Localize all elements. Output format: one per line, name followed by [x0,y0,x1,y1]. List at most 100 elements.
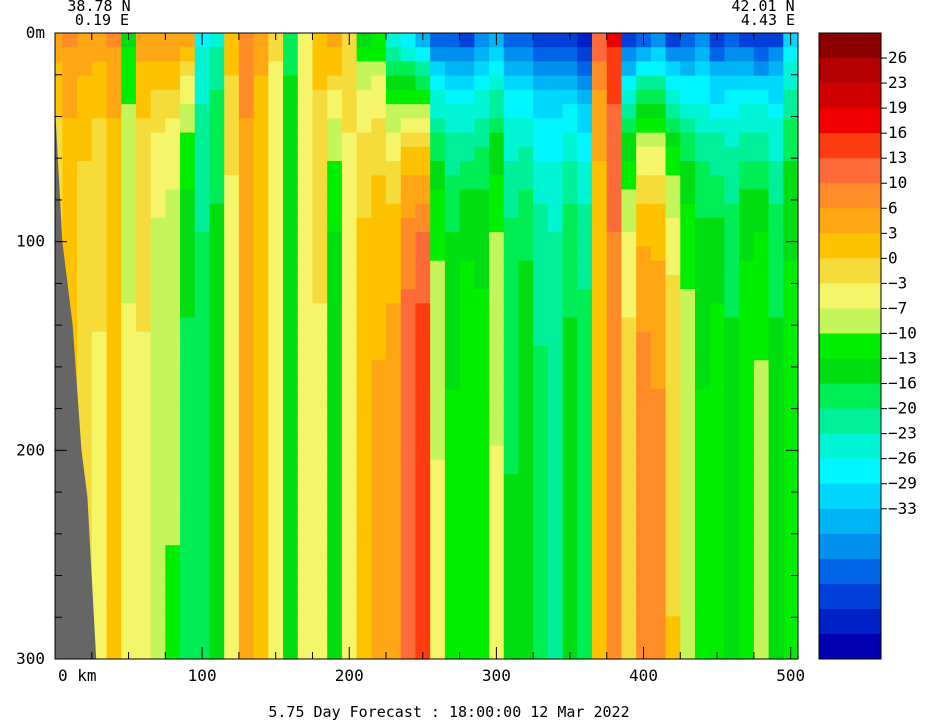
heatmap-cell [135,33,152,48]
heatmap-cell [533,146,549,162]
heatmap-cell [621,573,637,589]
heatmap-cell [341,189,358,205]
heatmap-cell [386,516,402,532]
heatmap-cell [150,61,166,77]
heatmap-cell [474,289,490,304]
heatmap-cell [180,616,196,632]
heatmap-cell [253,374,269,390]
heatmap-cell [665,146,681,162]
heatmap-cell [606,260,623,276]
heatmap-cell [312,260,328,276]
heatmap-cell [165,232,181,248]
heatmap-cell [562,33,578,48]
heatmap-cell [489,431,505,447]
heatmap-cell [430,331,446,347]
heatmap-cell [430,417,446,432]
heatmap-cell [606,203,623,219]
heatmap-cell [547,431,564,447]
heatmap-cell [547,516,564,532]
heatmap-cell [253,388,269,404]
heatmap-cell [165,246,181,262]
heatmap-cell [106,502,122,518]
heatmap-cell [680,388,696,404]
heatmap-cell [209,146,225,162]
heatmap-cell [474,89,490,105]
heatmap-cell [783,402,799,418]
heatmap-cell [283,47,299,63]
heatmap-cell [356,559,372,575]
heatmap-cell [768,417,784,432]
heatmap-cell [636,502,652,518]
heatmap-cell [341,232,358,248]
heatmap-cell [283,175,299,191]
heatmap-cell [489,602,505,617]
heatmap-cell [650,530,667,546]
heatmap-cell [106,417,122,432]
heatmap-cell [400,274,417,290]
heatmap-cell [327,488,343,504]
heatmap-cell [592,616,608,632]
heatmap-cell [739,587,755,603]
heatmap-cell [106,374,122,390]
heatmap-cell [312,516,328,532]
heatmap-cell [489,161,505,176]
heatmap-cell [327,331,343,347]
heatmap-cell [253,331,269,347]
heatmap-cell [341,360,358,376]
heatmap-cell [547,118,564,134]
heatmap-cell [268,488,284,504]
heatmap-cell [415,360,431,376]
heatmap-cell [135,559,152,575]
heatmap-cell [312,217,328,233]
heatmap-cell [489,61,505,77]
heatmap-cell [180,47,196,63]
heatmap-cell [547,502,564,518]
heatmap-cell [518,331,534,347]
heatmap-cell [489,474,505,489]
heatmap-cell [753,317,770,333]
heatmap-cell [518,47,534,63]
heatmap-cell [606,616,623,632]
x-axis-labels: 0 km 100 200 300 400 500 [58,666,805,685]
heatmap-cell [783,530,799,546]
heatmap-cell [444,161,461,176]
heatmap-cell [297,175,314,191]
heatmap-cell [606,516,623,532]
heatmap-cell [312,132,328,148]
right-endpoint-lon: 4.43 E [741,11,795,29]
heatmap-cell [606,559,623,575]
heatmap-cell [371,274,387,290]
heatmap-cell [621,331,637,347]
heatmap-cell [400,203,417,219]
heatmap-cell [503,47,520,63]
heatmap-cell [283,630,299,646]
heatmap-cell [636,104,652,119]
heatmap-cell [327,445,343,461]
heatmap-cell [562,459,578,475]
heatmap-cell [327,346,343,361]
heatmap-cell [636,303,652,319]
heatmap-cell [194,232,211,248]
heatmap-cell [753,602,770,617]
heatmap-cell [503,175,520,191]
heatmap-cell [753,459,770,475]
heatmap-cell [62,203,78,219]
heatmap-cell [386,175,402,191]
heatmap-cell [150,331,166,347]
heatmap-cell [503,474,520,489]
heatmap-cell [547,246,564,262]
heatmap-cell [503,360,520,376]
heatmap-cell [533,331,549,347]
heatmap-cell [297,260,314,276]
heatmap-cell [459,459,475,475]
heatmap-cell [606,47,623,63]
heatmap-cell [283,587,299,603]
heatmap-cell [268,260,284,276]
heatmap-cell [577,146,593,162]
heatmap-cell [121,530,137,546]
heatmap-cell [121,217,137,233]
heatmap-cell [297,616,314,632]
heatmap-cell [474,360,490,376]
heatmap-cell [518,146,534,162]
heatmap-cell [400,559,417,575]
